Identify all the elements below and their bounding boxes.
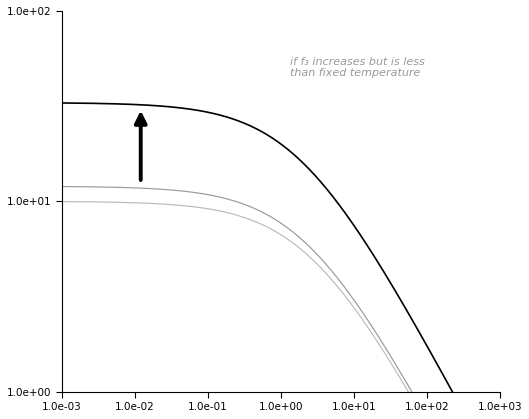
Text: if f₃ increases but is less
than fixed temperature: if f₃ increases but is less than fixed t…	[289, 57, 424, 78]
